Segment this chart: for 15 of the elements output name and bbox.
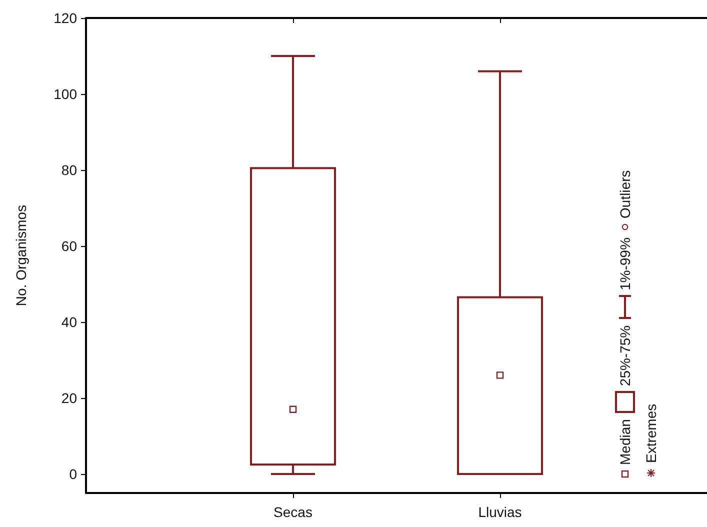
y-tick-label: 20 (61, 390, 78, 406)
y-tick-label: 120 (54, 10, 78, 26)
y-tick-label: 100 (54, 86, 78, 102)
y-tick-label: 60 (61, 238, 78, 254)
annotation: Outliers (617, 170, 633, 218)
annotation: 25%-75% (617, 325, 633, 386)
y-tick-label: 0 (69, 466, 78, 482)
annotation: Median (617, 419, 633, 465)
y-tick-label: 80 (61, 162, 78, 178)
annotation: Extremes (643, 404, 659, 463)
x-tick-label: Lluvias (478, 504, 522, 520)
y-tick-label: 40 (61, 314, 78, 330)
annotation: 1%-99% (617, 237, 633, 290)
y-axis-title: No. Organismos (13, 204, 29, 306)
x-tick-label: Secas (274, 504, 312, 520)
